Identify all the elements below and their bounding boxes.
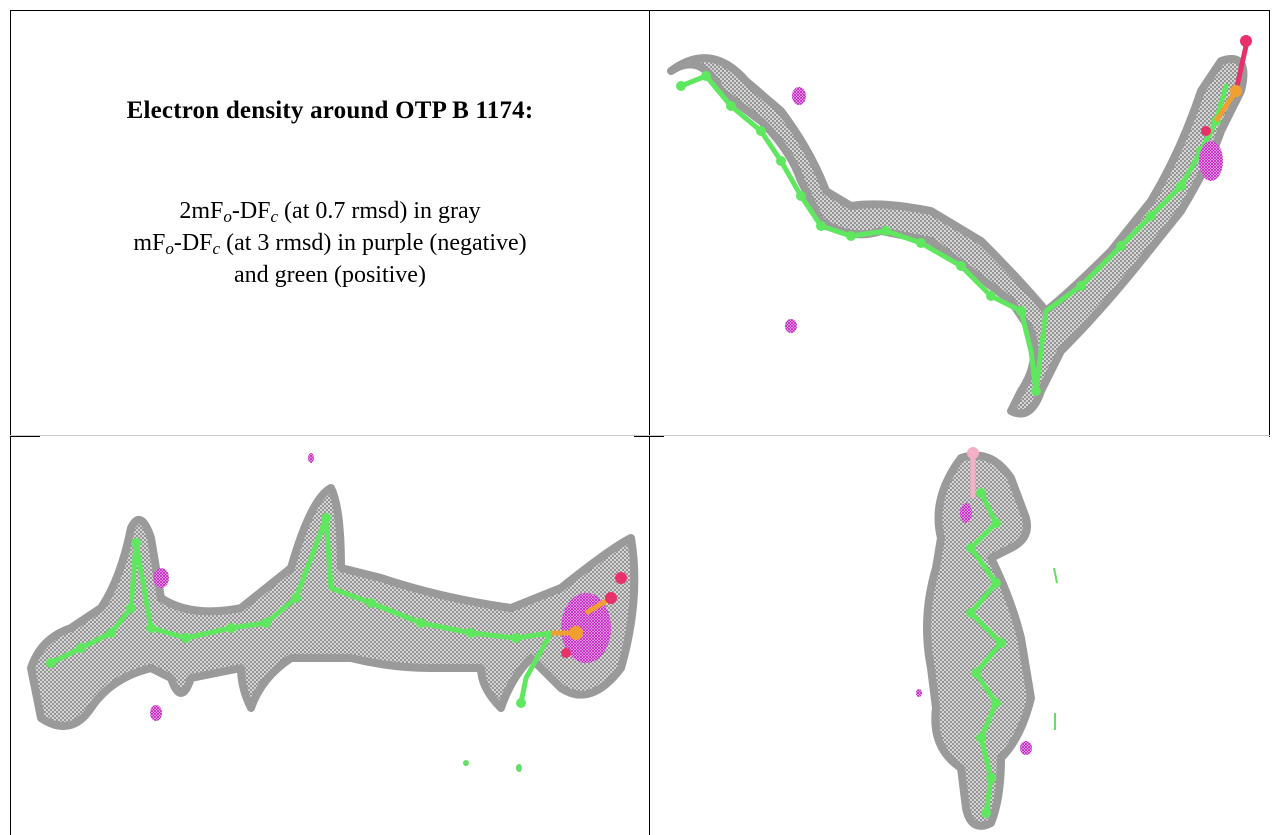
phosphate-group: [1201, 35, 1252, 136]
gray-mesh: [27, 484, 639, 730]
negative-density-speck: [960, 503, 972, 523]
grid-middle-divider: [649, 10, 650, 835]
positive-density-speck: [1053, 567, 1058, 584]
negative-density-speck: [1020, 741, 1032, 755]
negative-density-speck: [792, 87, 806, 105]
carbon-atoms: [966, 488, 1006, 818]
negative-density-speck: [785, 319, 797, 333]
grid-right-border: [1269, 10, 1270, 437]
density-image-bottom-left: [11, 438, 649, 835]
gray-mesh: [923, 451, 1035, 830]
density-render-top: [667, 35, 1252, 418]
negative-density-blob: [1199, 141, 1223, 181]
density-render-end-on: [916, 447, 1058, 830]
negative-density-speck: [916, 689, 922, 697]
carbon-atoms: [46, 513, 526, 708]
negative-density-speck: [308, 453, 314, 463]
positive-density-speck: [516, 764, 522, 772]
carbon-atoms: [676, 71, 1221, 396]
grid-left-border: [10, 10, 11, 835]
negative-density-speck: [153, 568, 169, 588]
grid-row-divider-mark-left: [10, 436, 40, 437]
grid-row-divider: [10, 435, 1270, 436]
grid-row-divider-mark-center: [634, 436, 664, 437]
figure-grid: Electron density around OTP B 1174: 2mFo…: [10, 10, 1270, 835]
legend-description: 2mFo-DFc (at 0.7 rmsd) in gray mFo-DFc (…: [133, 195, 526, 291]
legend-cell: Electron density around OTP B 1174: 2mFo…: [11, 11, 649, 435]
density-image-top-right: [651, 11, 1269, 435]
density-render-side: [27, 453, 639, 772]
legend-title: Electron density around OTP B 1174:: [126, 97, 534, 124]
negative-density-speck: [150, 705, 162, 721]
phosphate-group: [551, 572, 627, 663]
positive-density-speck: [463, 760, 469, 766]
gray-mesh: [667, 54, 1248, 418]
density-image-bottom-right: [651, 438, 1269, 835]
legend-line-positive: and green (positive): [234, 262, 426, 288]
legend-line-2mfo: 2mFo-DFc (at 0.7 rmsd) in gray: [179, 198, 481, 226]
legend-line-mfo: mFo-DFc (at 3 rmsd) in purple (negative): [133, 230, 527, 258]
oxygen-atom: [967, 447, 979, 459]
grid-top-border: [10, 10, 1270, 11]
